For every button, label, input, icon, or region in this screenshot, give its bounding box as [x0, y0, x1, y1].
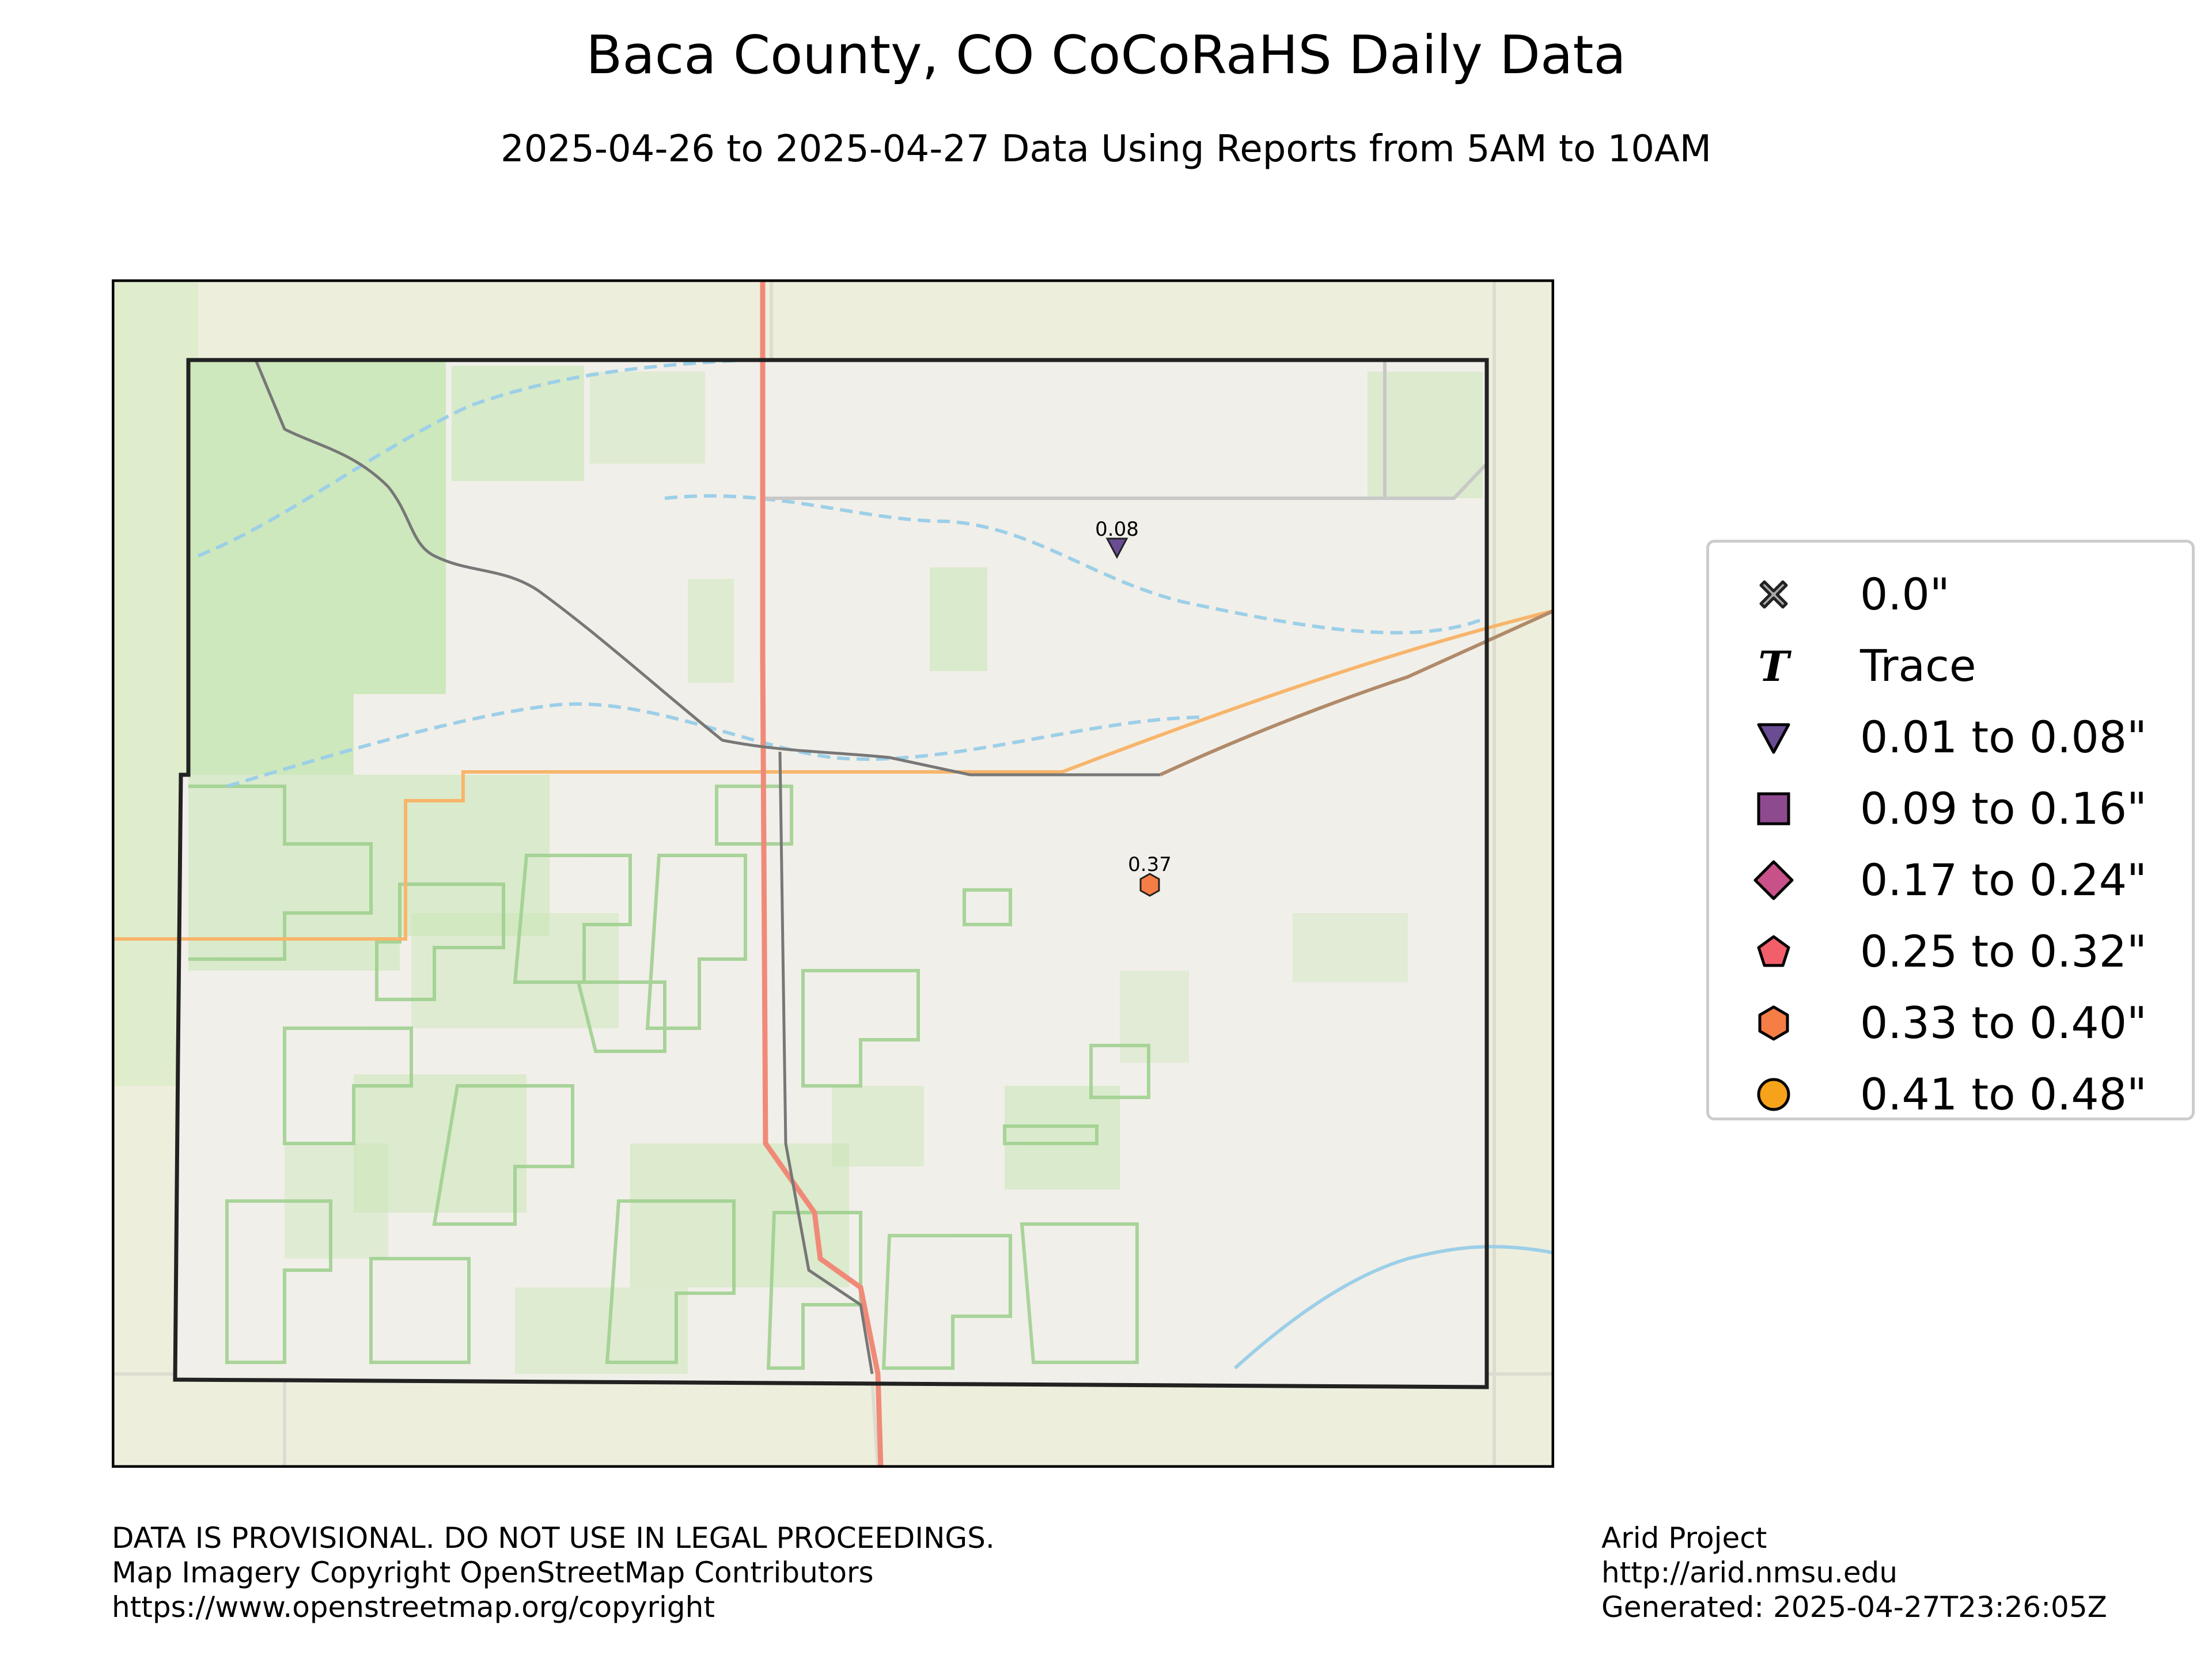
county-map[interactable]: 0.08 0.37: [112, 279, 1554, 1468]
t-icon: T: [1758, 643, 1791, 689]
township-lines: [763, 360, 1488, 500]
copyright-link[interactable]: https://www.openstreetmap.org/copyright: [112, 1590, 715, 1624]
legend-item-range-4: 0.25 to 0.32": [1709, 917, 2192, 988]
legend-label: 0.17 to 0.24": [1860, 854, 2147, 906]
station-label: 0.37: [1128, 853, 1172, 876]
station-0[interactable]: 0.08: [1095, 518, 1139, 559]
project-link[interactable]: http://arid.nmsu.edu: [1601, 1556, 1898, 1589]
diamond-icon: [1753, 860, 1794, 900]
legend-item-range-5: 0.33 to 0.40": [1709, 988, 2192, 1060]
square-icon: [1757, 792, 1790, 825]
legend-label: 0.25 to 0.32": [1860, 926, 2147, 977]
pentagon-icon: [1757, 935, 1790, 967]
map-frame: [112, 279, 1554, 1468]
legend-label: 0.41 to 0.48": [1860, 1069, 2147, 1120]
legend-item-range-3: 0.17 to 0.24": [1709, 846, 2192, 917]
map-subtitle: 2025-04-26 to 2025-04-27 Data Using Repo…: [500, 128, 1712, 171]
highway-east: [1159, 609, 1554, 777]
footer-credits: Arid Project http://arid.nmsu.edu Genera…: [1601, 1521, 2107, 1624]
legend-item-trace: T Trace: [1709, 631, 2192, 703]
hexagon-marker: [1139, 873, 1160, 897]
county-border: [173, 358, 1489, 1389]
highway: [760, 279, 884, 1468]
legend-item-zero: 0.0": [1709, 560, 2192, 631]
legend-label: Trace: [1860, 640, 1976, 691]
triangle-down-marker: [1105, 537, 1128, 559]
imagery-copyright: Map Imagery Copyright OpenStreetMap Cont…: [112, 1556, 874, 1589]
river-southeast: [1233, 1245, 1554, 1370]
provisional-notice: DATA IS PROVISIONAL. DO NOT USE IN LEGAL…: [112, 1521, 995, 1555]
roads: [254, 359, 1160, 1374]
rivers: [197, 358, 1484, 788]
project-name: Arid Project: [1601, 1521, 1767, 1555]
legend-label: 0.01 to 0.08": [1860, 711, 2147, 763]
boundary-line: [112, 609, 1554, 941]
x-icon: [1759, 580, 1788, 609]
legend-item-range-6: 0.41 to 0.48": [1709, 1060, 2192, 1131]
legend-label: 0.09 to 0.16": [1860, 783, 2147, 834]
legend-label: 0.0": [1860, 569, 1950, 620]
legend-label: 0.33 to 0.40": [1860, 997, 2147, 1048]
triangle-down-icon: [1757, 723, 1790, 754]
legend-item-range-2: 0.09 to 0.16": [1709, 774, 2192, 846]
map-title: Baca County, CO CoCoRaHS Daily Data: [586, 24, 1626, 86]
generated-timestamp: Generated: 2025-04-27T23:26:05Z: [1601, 1590, 2107, 1624]
station-1[interactable]: 0.37: [1128, 853, 1172, 897]
legend-item-range-1: 0.01 to 0.08": [1709, 703, 2192, 774]
grassland-outlines: [188, 785, 1150, 1370]
svg-text:T: T: [1758, 643, 1791, 689]
footer-disclaimer: DATA IS PROVISIONAL. DO NOT USE IN LEGAL…: [112, 1521, 995, 1624]
legend: 0.0" T Trace 0.01 to 0.08" 0.09 to 0.16"…: [1706, 540, 2195, 1120]
station-label: 0.08: [1095, 518, 1139, 541]
circle-icon: [1757, 1078, 1790, 1111]
hexagon-icon: [1758, 1005, 1789, 1041]
